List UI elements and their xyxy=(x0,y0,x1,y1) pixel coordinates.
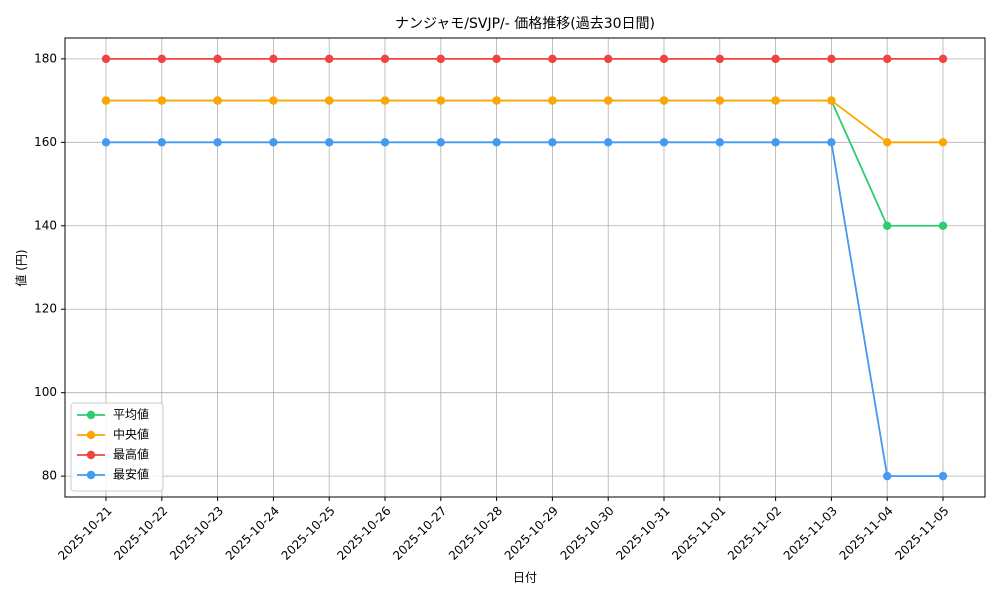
legend-marker xyxy=(86,470,96,480)
marker xyxy=(325,96,334,105)
y-tick-label: 120 xyxy=(34,302,57,316)
chart-title: ナンジャモ/SVJP/- 価格推移(過去30日間) xyxy=(395,16,655,32)
marker xyxy=(213,138,222,147)
marker xyxy=(213,96,222,105)
marker xyxy=(325,138,334,147)
legend-marker xyxy=(86,430,96,440)
legend-label: 最高値 xyxy=(113,447,149,462)
x-axis-label: 日付 xyxy=(513,571,537,585)
marker xyxy=(492,138,501,147)
marker xyxy=(659,96,669,105)
y-tick-label: 160 xyxy=(34,135,57,149)
marker xyxy=(548,54,557,64)
marker xyxy=(938,221,948,230)
y-tick-label: 180 xyxy=(34,51,57,65)
marker xyxy=(325,54,334,64)
marker xyxy=(157,96,166,105)
marker xyxy=(436,96,445,105)
marker xyxy=(659,138,669,147)
marker xyxy=(715,54,724,64)
legend-marker xyxy=(86,450,96,460)
marker xyxy=(269,96,278,105)
plot-frame xyxy=(64,37,986,498)
legend-label: 最安値 xyxy=(113,467,149,482)
marker xyxy=(938,138,948,147)
marker xyxy=(715,138,724,147)
marker xyxy=(938,471,948,481)
marker xyxy=(883,471,892,481)
marker xyxy=(548,138,557,147)
marker xyxy=(101,96,111,105)
marker xyxy=(883,138,892,147)
marker xyxy=(492,96,501,105)
y-tick-label: 80 xyxy=(42,469,57,483)
y-tick-label: 100 xyxy=(34,385,57,399)
marker xyxy=(380,138,390,147)
marker xyxy=(101,54,111,64)
series-line xyxy=(106,141,943,478)
marker xyxy=(883,54,892,64)
marker xyxy=(548,96,557,105)
marker xyxy=(604,138,613,147)
marker xyxy=(771,96,780,105)
marker xyxy=(157,138,166,147)
marker xyxy=(157,54,166,64)
marker xyxy=(269,138,278,147)
marker xyxy=(436,138,445,147)
legend-box xyxy=(70,402,164,492)
legend-label: 平均値 xyxy=(113,407,149,422)
marker xyxy=(771,138,780,147)
marker xyxy=(380,96,390,105)
marker xyxy=(938,54,948,64)
marker xyxy=(101,138,111,147)
marker xyxy=(827,54,836,64)
legend-label: 中央値 xyxy=(113,427,149,442)
legend-marker xyxy=(86,410,96,420)
marker xyxy=(715,96,724,105)
marker xyxy=(771,54,780,64)
marker xyxy=(604,54,613,64)
marker xyxy=(659,54,669,64)
marker xyxy=(492,54,501,64)
y-axis-label: 値 (円) xyxy=(14,249,29,286)
marker xyxy=(827,96,836,105)
marker xyxy=(827,138,836,147)
series-line xyxy=(106,99,943,144)
y-tick-label: 140 xyxy=(34,218,57,232)
marker xyxy=(604,96,613,105)
marker xyxy=(883,221,892,230)
marker xyxy=(213,54,222,64)
marker xyxy=(269,54,278,64)
marker xyxy=(380,54,390,64)
marker xyxy=(436,54,445,64)
